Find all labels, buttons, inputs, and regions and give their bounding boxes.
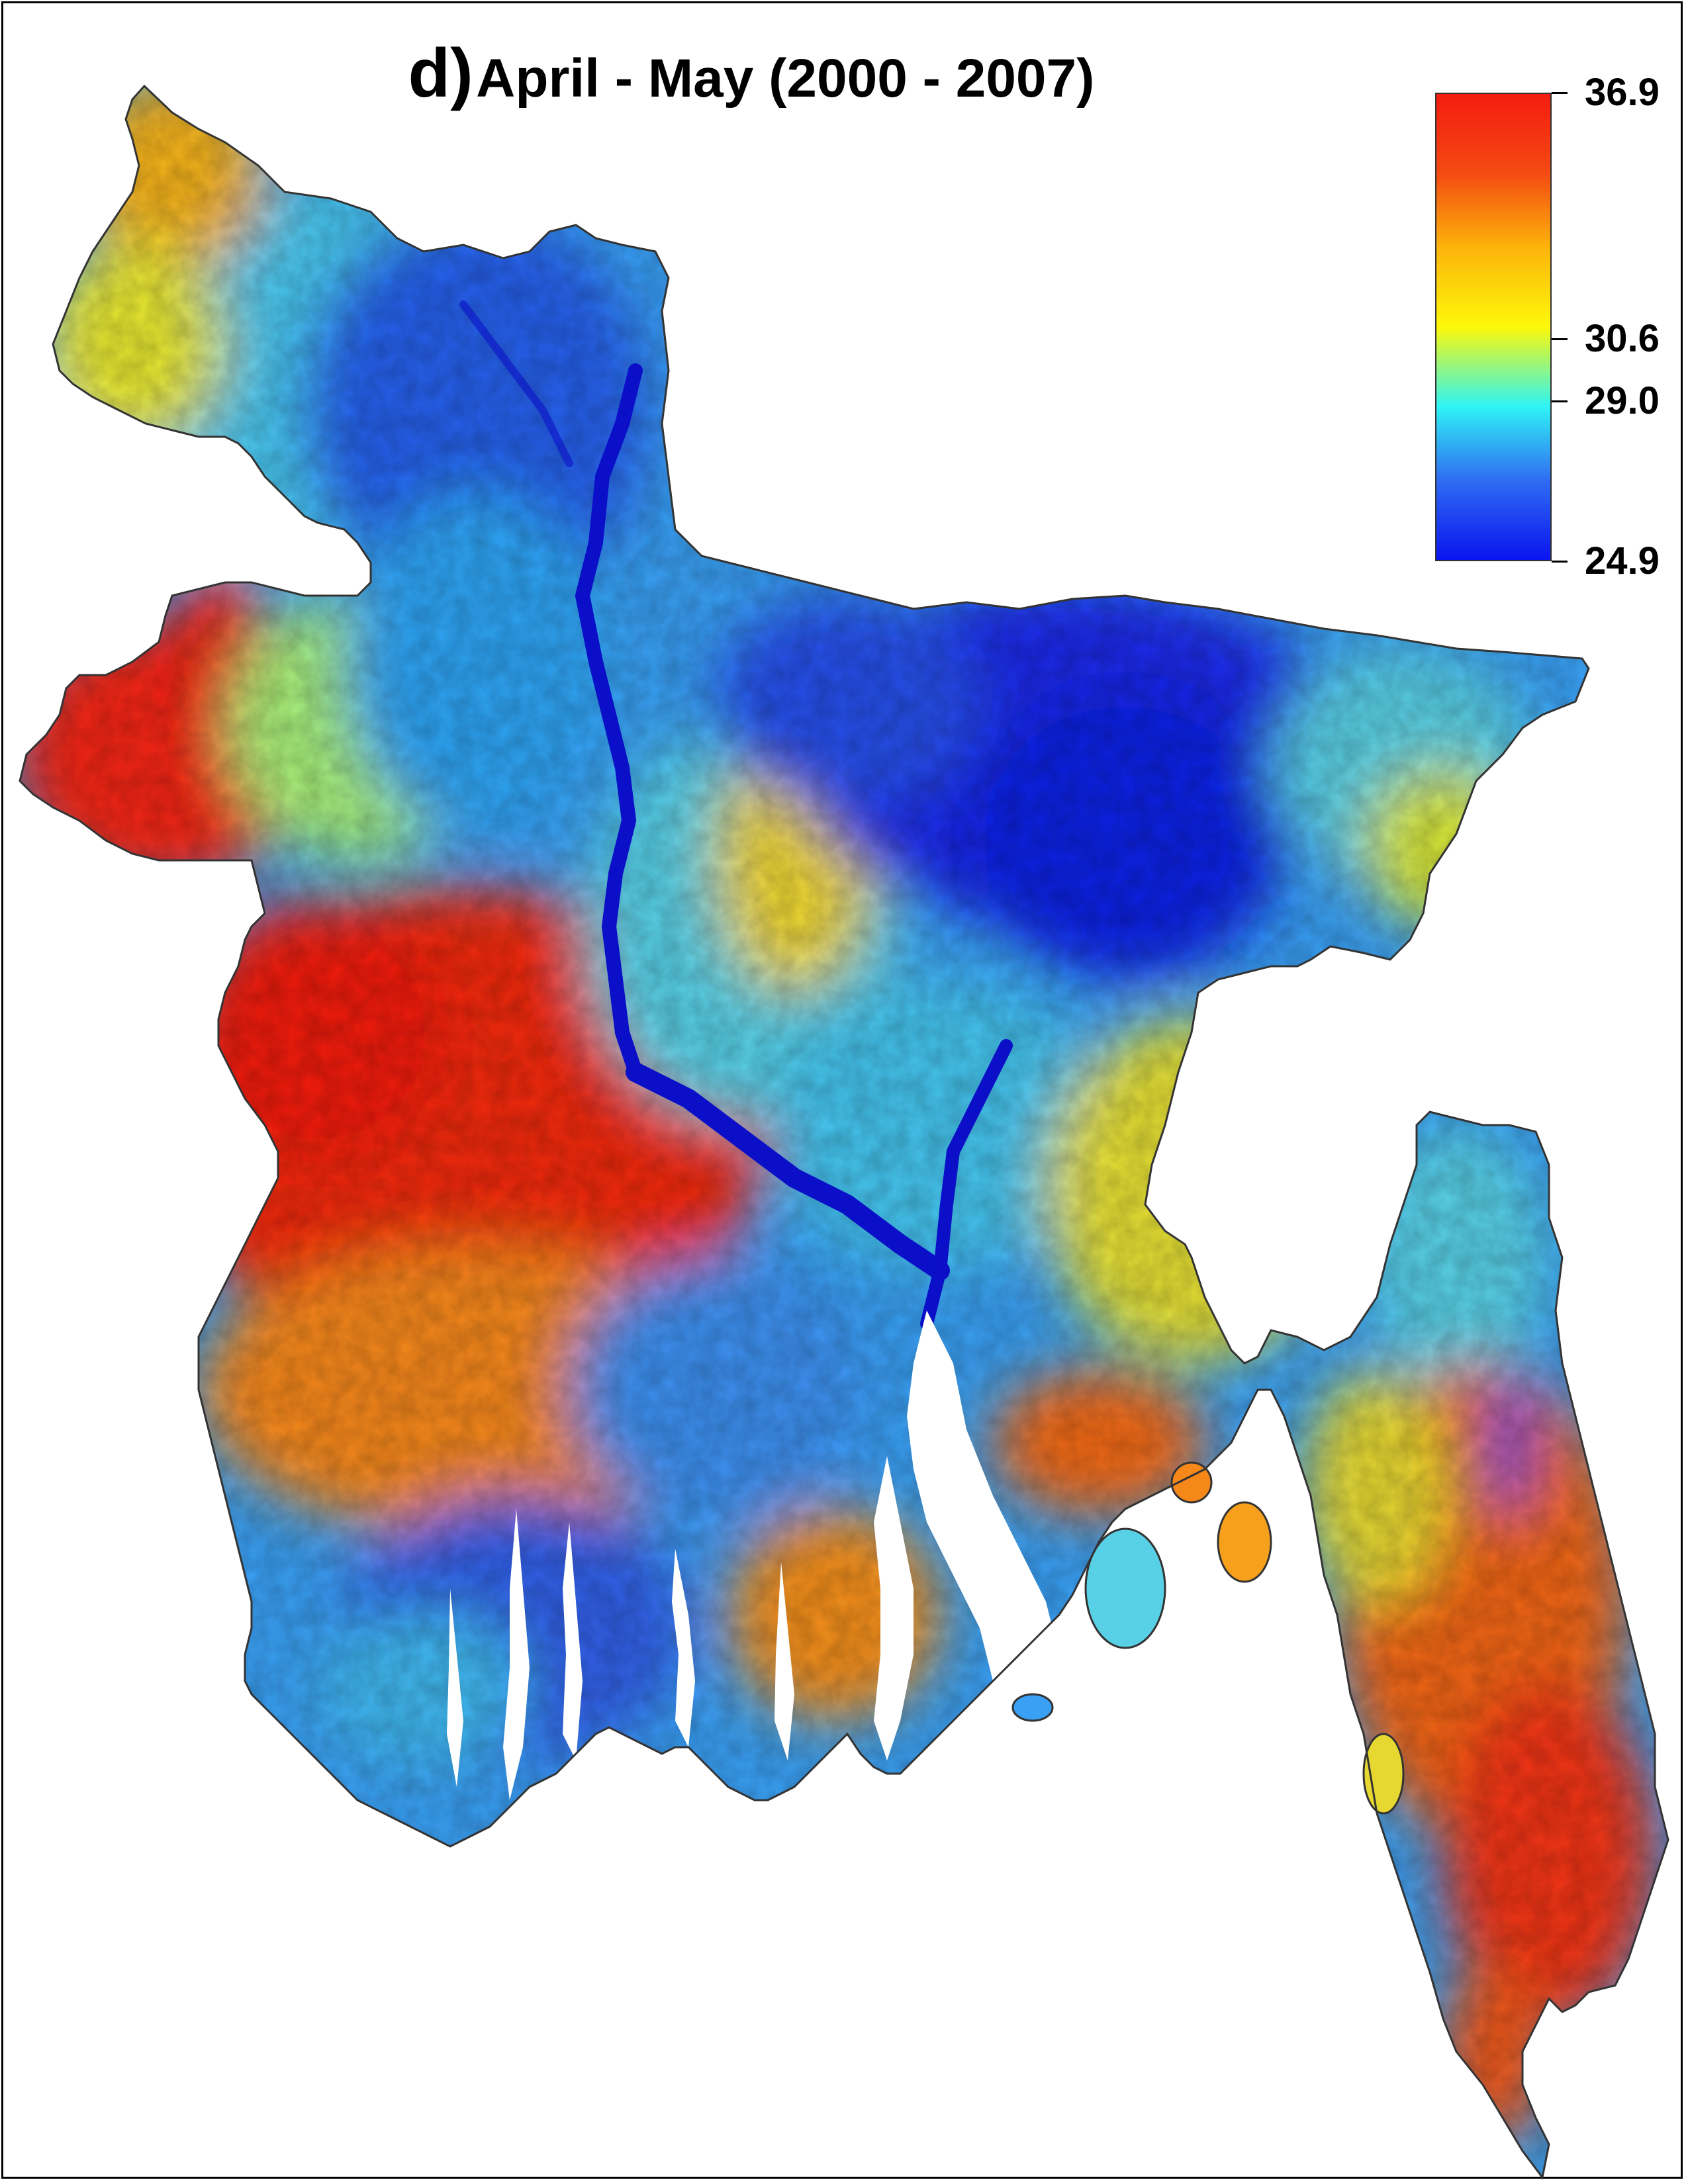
panel-letter: d) bbox=[408, 35, 473, 112]
baleshwar-channel bbox=[774, 1562, 794, 1760]
colorbar-tick bbox=[1552, 338, 1568, 340]
colorbar-tick-label: 36.9 bbox=[1585, 71, 1660, 114]
island-hatiya bbox=[1084, 1527, 1166, 1649]
jamuna-river bbox=[575, 363, 643, 1079]
brahmaputra-old bbox=[459, 300, 573, 467]
colorbar-tick bbox=[1552, 561, 1568, 563]
tetulia-channel bbox=[874, 1456, 914, 1760]
estuary-water bbox=[447, 1310, 1059, 1800]
sundarbans-channel-2 bbox=[563, 1522, 583, 1760]
colorbar-tick-label: 30.6 bbox=[1585, 316, 1660, 360]
island-small-2 bbox=[1011, 1693, 1054, 1722]
colorbar bbox=[1435, 93, 1552, 561]
colorbar-tick bbox=[1552, 400, 1568, 403]
meghna-river bbox=[920, 1039, 1013, 1330]
island-sandwip bbox=[1217, 1501, 1272, 1583]
colorbar-tick-label: 29.0 bbox=[1585, 379, 1660, 423]
map-title: d) April - May (2000 - 2007) bbox=[0, 34, 1688, 113]
river-network bbox=[459, 300, 1013, 1330]
padma-river bbox=[626, 1062, 950, 1281]
meghna-estuary bbox=[907, 1310, 1059, 1707]
colorbar-tick bbox=[1552, 92, 1568, 94]
sundarbans-channel-1 bbox=[503, 1509, 530, 1800]
sundarbans-channel-3 bbox=[672, 1549, 695, 1747]
colorbar-tick-label: 24.9 bbox=[1585, 539, 1660, 582]
offshore-islands bbox=[1011, 1461, 1405, 1815]
island-small-1 bbox=[1170, 1461, 1213, 1504]
sundarbans-channel-4 bbox=[447, 1588, 463, 1787]
period-title: April - May (2000 - 2007) bbox=[476, 48, 1095, 109]
